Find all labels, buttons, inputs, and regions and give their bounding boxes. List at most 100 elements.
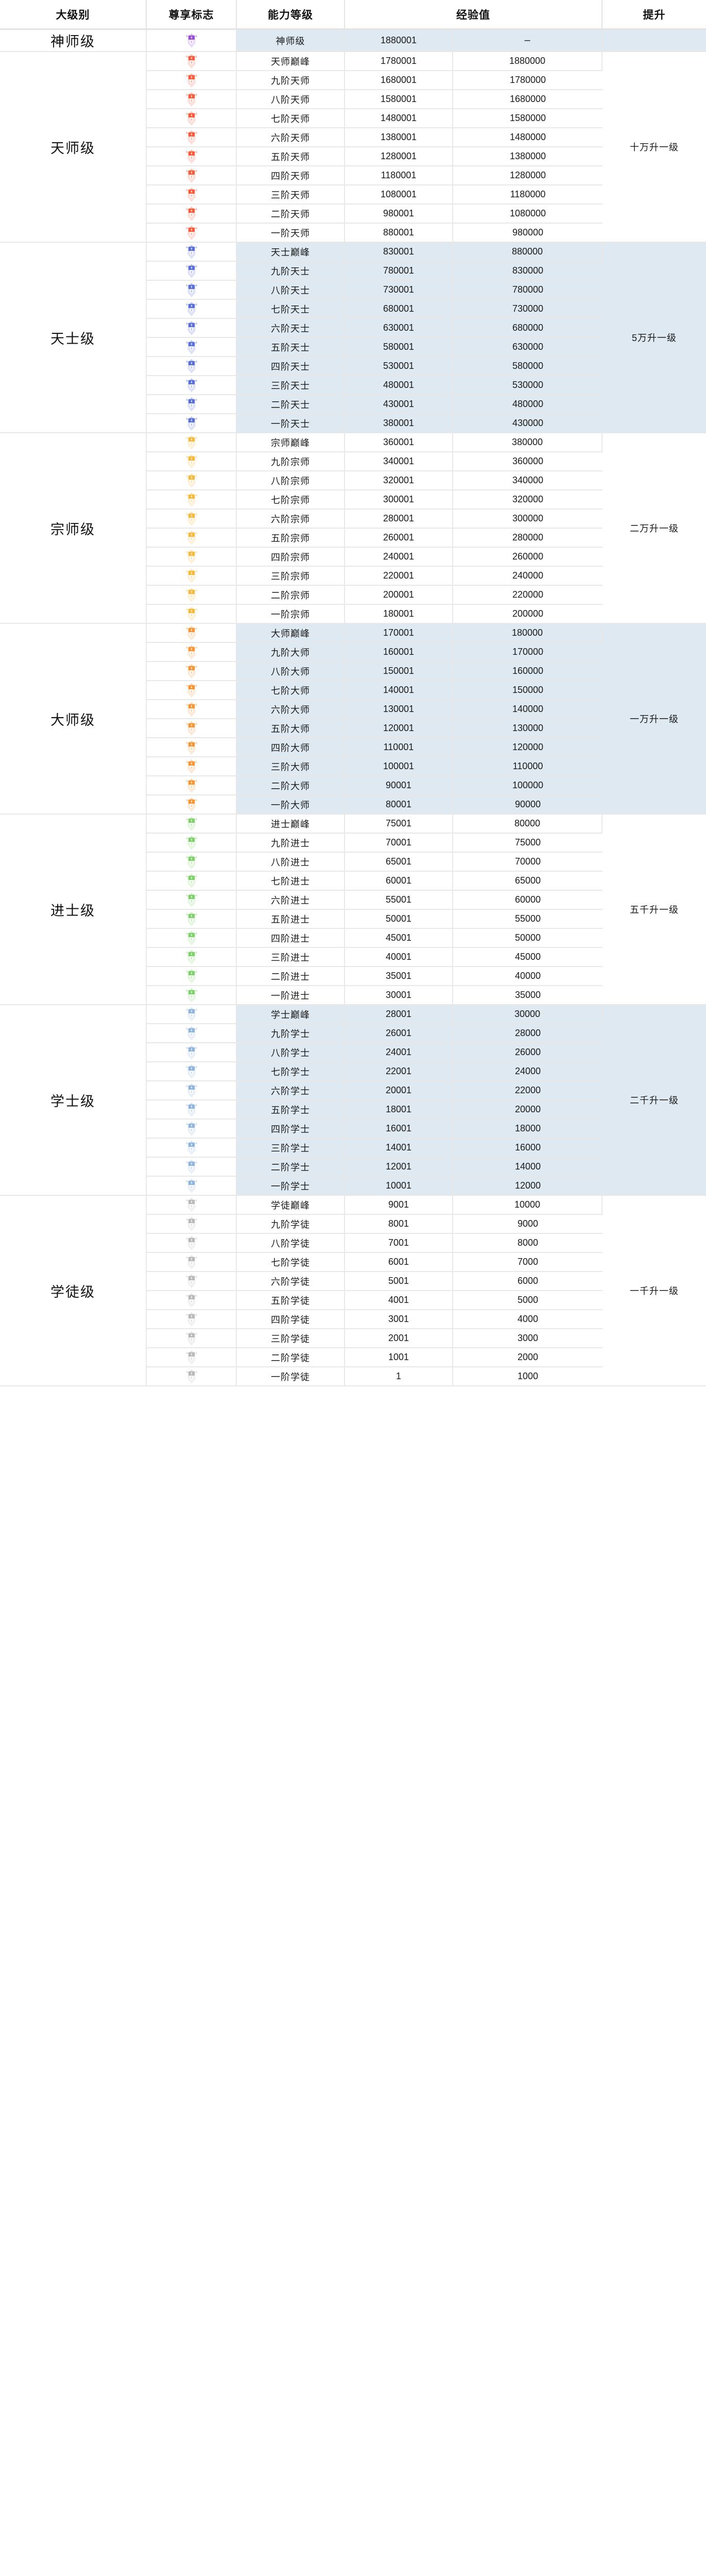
level-name: 三阶天师 <box>237 185 345 205</box>
experience-max: 830000 <box>453 262 602 281</box>
experience-min: 380001 <box>345 414 453 433</box>
experience-min: 300001 <box>345 490 453 510</box>
experience-min: 110001 <box>345 738 453 757</box>
rank-badge-icon <box>147 1006 236 1023</box>
experience-max: 10000 <box>453 1196 602 1215</box>
table-row: 六阶天士 630001 680000 <box>0 319 706 338</box>
level-name: 三阶大师 <box>237 757 345 776</box>
experience-min: 240001 <box>345 548 453 567</box>
rank-badge-icon <box>147 1044 236 1061</box>
level-name: 七阶进士 <box>237 872 345 891</box>
rank-badge-icon <box>147 510 236 527</box>
experience-max: 55000 <box>453 910 602 929</box>
experience-min: 1180001 <box>345 166 453 185</box>
level-name: 九阶学徒 <box>237 1215 345 1234</box>
experience-min: 730001 <box>345 281 453 300</box>
table-row: 一阶大师 80001 90000 <box>0 795 706 815</box>
level-name: 学士巅峰 <box>237 1005 345 1024</box>
experience-min: 9001 <box>345 1196 453 1215</box>
badge-cell <box>147 1310 237 1329</box>
level-name: 三阶天士 <box>237 376 345 395</box>
badge-cell <box>147 929 237 948</box>
table-row: 七阶学士 22001 24000 <box>0 1062 706 1081</box>
level-name: 一阶学徒 <box>237 1367 345 1386</box>
badge-cell <box>147 548 237 567</box>
rank-badge-icon <box>147 415 236 432</box>
experience-min: 80001 <box>345 795 453 815</box>
badge-cell <box>147 967 237 986</box>
experience-max: 3000 <box>453 1329 602 1348</box>
table-row: 五阶天师 1280001 1380000 <box>0 147 706 166</box>
table-row: 二阶宗师 200001 220000 <box>0 586 706 605</box>
badge-cell <box>147 872 237 891</box>
experience-min: 24001 <box>345 1043 453 1062</box>
badge-cell <box>147 1196 237 1215</box>
experience-min: 830001 <box>345 243 453 262</box>
experience-max: 140000 <box>453 700 602 719</box>
badge-cell <box>147 1100 237 1120</box>
experience-max: 170000 <box>453 643 602 662</box>
rank-badge-icon <box>147 567 236 584</box>
rank-badge-icon <box>147 491 236 508</box>
rank-badge-icon <box>147 1368 236 1385</box>
table-row: 九阶天师 1680001 1780000 <box>0 71 706 90</box>
experience-max: 90000 <box>453 795 602 815</box>
rank-badge-icon <box>147 1158 236 1175</box>
table-row: 五阶大师 120001 130000 <box>0 719 706 738</box>
level-name: 二阶宗师 <box>237 586 345 605</box>
badge-cell <box>147 71 237 90</box>
table-row: 四阶宗师 240001 260000 <box>0 548 706 567</box>
table-row: 九阶学士 26001 28000 <box>0 1024 706 1043</box>
experience-min: 360001 <box>345 433 453 452</box>
level-name: 八阶天师 <box>237 90 345 109</box>
badge-cell <box>147 433 237 452</box>
experience-max: 480000 <box>453 395 602 414</box>
experience-max: 9000 <box>453 1215 602 1234</box>
badge-cell <box>147 1005 237 1024</box>
experience-max: 100000 <box>453 776 602 795</box>
experience-min: 10001 <box>345 1177 453 1196</box>
table-row: 六阶大师 130001 140000 <box>0 700 706 719</box>
badge-cell <box>147 243 237 262</box>
grade-group-label: 神师级 <box>0 30 147 52</box>
rank-badge-icon <box>147 1273 236 1290</box>
experience-min: 1080001 <box>345 185 453 205</box>
grade-group-label: 学士级 <box>0 1005 147 1196</box>
rank-badge-icon <box>147 1253 236 1270</box>
level-name: 一阶大师 <box>237 795 345 815</box>
experience-max: 1580000 <box>453 109 602 128</box>
experience-min: 160001 <box>345 643 453 662</box>
experience-min: 14001 <box>345 1139 453 1158</box>
table-row: 一阶学徒 1 1000 <box>0 1367 706 1386</box>
experience-max: 50000 <box>453 929 602 948</box>
table-row: 一阶宗师 180001 200000 <box>0 605 706 624</box>
experience-max: 24000 <box>453 1062 602 1081</box>
table-row: 六阶宗师 280001 300000 <box>0 510 706 529</box>
experience-max: 300000 <box>453 510 602 529</box>
rank-badge-icon <box>147 1330 236 1347</box>
rank-badge-icon <box>147 796 236 813</box>
experience-min: 8001 <box>345 1215 453 1234</box>
table-row: 七阶天士 680001 730000 <box>0 300 706 319</box>
upgrade-rule: 五千升一级 <box>602 815 706 1005</box>
experience-min: 16001 <box>345 1120 453 1139</box>
experience-min: 35001 <box>345 967 453 986</box>
rank-badge-icon <box>147 72 236 89</box>
level-name: 九阶天师 <box>237 71 345 90</box>
rank-badge-icon <box>147 987 236 1004</box>
rank-badge-icon <box>147 472 236 489</box>
experience-min: 340001 <box>345 452 453 471</box>
table-row: 四阶进士 45001 50000 <box>0 929 706 948</box>
level-name: 五阶宗师 <box>237 529 345 548</box>
experience-max: 35000 <box>453 986 602 1005</box>
table-row: 七阶大师 140001 150000 <box>0 681 706 700</box>
experience-min: 130001 <box>345 700 453 719</box>
header-grade: 大级别 <box>0 0 147 30</box>
badge-cell <box>147 414 237 433</box>
badge-cell <box>147 1177 237 1196</box>
experience-min: 100001 <box>345 757 453 776</box>
experience-min: 50001 <box>345 910 453 929</box>
rank-badge-icon <box>147 1177 236 1194</box>
badge-cell <box>147 30 237 52</box>
rank-badge-icon <box>147 624 236 641</box>
